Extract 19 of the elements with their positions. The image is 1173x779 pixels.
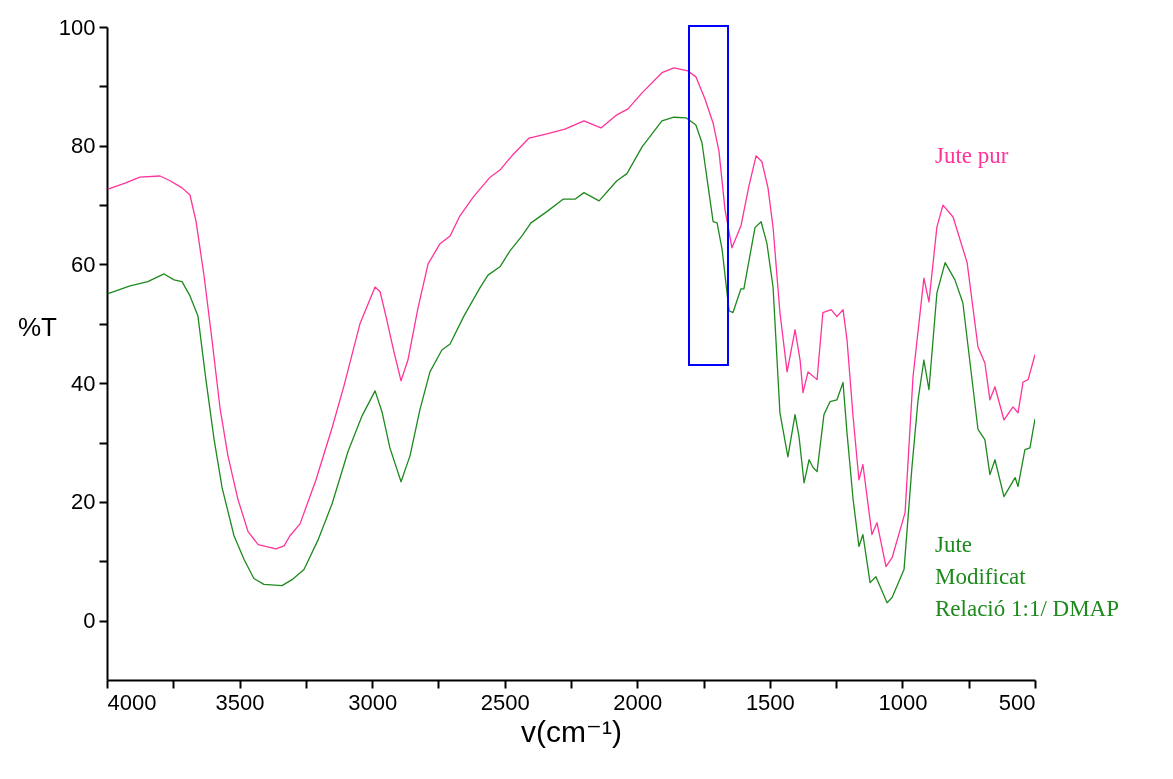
y-tick-label: 20	[71, 489, 96, 515]
x-tick-label: 500	[998, 689, 1036, 715]
x-tick-label: 3000	[348, 689, 398, 715]
x-tick-label: 2000	[613, 689, 663, 715]
series-label: Jute Modificat Relació 1:1/ DMAP	[935, 532, 1119, 621]
x-tick-label: 4000	[107, 689, 157, 715]
x-axis-title: v(cm⁻¹)	[521, 714, 622, 748]
y-axis-title: %T	[18, 311, 58, 342]
y-tick-label: 80	[71, 133, 96, 159]
line-series	[107, 67, 1035, 568]
y-tick-label: 60	[71, 251, 96, 277]
y-tick-label: 0	[83, 608, 96, 634]
y-tick-label: 100	[58, 14, 96, 40]
x-tick-label: 2500	[480, 689, 530, 715]
x-tick-label: 1500	[745, 689, 795, 715]
series-label: Jute pur	[935, 143, 1009, 168]
y-tick-label: 40	[71, 370, 96, 396]
x-tick-label: 3500	[215, 689, 265, 715]
x-tick-label: 1000	[878, 689, 928, 715]
